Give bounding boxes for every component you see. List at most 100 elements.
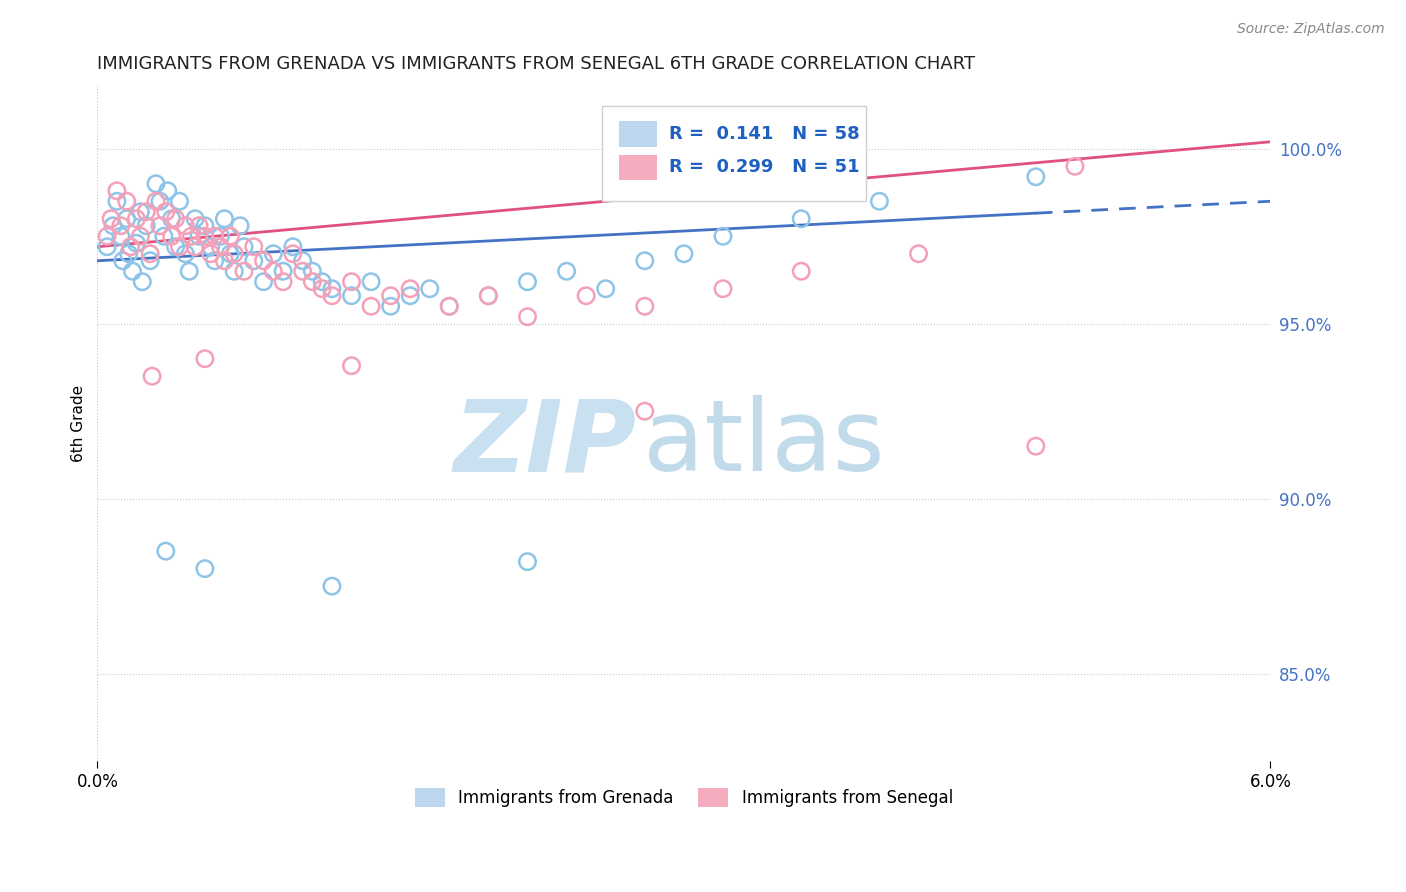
Point xyxy=(194,229,217,244)
Point xyxy=(1025,439,1047,453)
Point xyxy=(129,204,152,219)
Point xyxy=(321,282,343,296)
Point xyxy=(194,561,217,575)
Point xyxy=(711,282,734,296)
Point xyxy=(711,229,734,244)
Point xyxy=(160,229,183,244)
FancyBboxPatch shape xyxy=(602,106,866,201)
Point xyxy=(224,264,246,278)
Point xyxy=(516,555,538,569)
Point xyxy=(214,211,236,226)
Point xyxy=(110,229,132,244)
Text: R =  0.299   N = 51: R = 0.299 N = 51 xyxy=(669,158,859,176)
Point xyxy=(868,194,890,209)
Point xyxy=(188,219,211,233)
Point xyxy=(204,253,226,268)
Point xyxy=(224,246,246,260)
Point xyxy=(115,211,138,226)
Point xyxy=(281,246,304,260)
Point xyxy=(340,275,363,289)
Point xyxy=(145,194,167,209)
Text: R =  0.141   N = 58: R = 0.141 N = 58 xyxy=(669,125,859,143)
Point xyxy=(271,275,294,289)
Point xyxy=(360,275,382,289)
Point xyxy=(194,351,217,366)
Point xyxy=(153,229,176,244)
Point xyxy=(96,240,118,254)
Point xyxy=(174,219,197,233)
FancyBboxPatch shape xyxy=(620,121,657,146)
Point xyxy=(262,264,284,278)
Point xyxy=(291,253,314,268)
Point xyxy=(252,253,274,268)
Point xyxy=(380,299,402,313)
Point xyxy=(100,211,122,226)
Point xyxy=(169,194,191,209)
Point xyxy=(200,246,222,260)
Point xyxy=(155,204,177,219)
Point xyxy=(790,264,813,278)
Point xyxy=(634,253,657,268)
Point xyxy=(204,229,226,244)
Point xyxy=(477,289,499,303)
FancyBboxPatch shape xyxy=(620,154,657,180)
Point xyxy=(634,404,657,418)
Point xyxy=(439,299,461,313)
Point xyxy=(160,211,183,226)
Point xyxy=(321,579,343,593)
Point xyxy=(188,229,211,244)
Point xyxy=(149,194,172,209)
Point xyxy=(135,204,157,219)
Point xyxy=(516,275,538,289)
Point xyxy=(790,211,813,226)
Point xyxy=(1025,169,1047,184)
Point xyxy=(110,219,132,233)
Point xyxy=(111,253,134,268)
Point xyxy=(229,219,252,233)
Point xyxy=(105,184,128,198)
Text: ZIP: ZIP xyxy=(454,395,637,492)
Y-axis label: 6th Grade: 6th Grade xyxy=(72,384,86,462)
Point xyxy=(174,246,197,260)
Point xyxy=(399,282,422,296)
Point xyxy=(129,229,152,244)
Point xyxy=(360,299,382,313)
Point xyxy=(156,184,179,198)
Point xyxy=(672,246,695,260)
Point xyxy=(101,219,124,233)
Point xyxy=(105,194,128,209)
Point xyxy=(200,240,222,254)
Point xyxy=(242,240,264,254)
Point xyxy=(595,282,617,296)
Point xyxy=(115,194,138,209)
Point xyxy=(340,359,363,373)
Point xyxy=(96,229,118,244)
Point xyxy=(125,236,148,251)
Point xyxy=(321,289,343,303)
Point xyxy=(907,246,929,260)
Point xyxy=(145,177,167,191)
Point xyxy=(209,229,232,244)
Point xyxy=(149,219,172,233)
Point xyxy=(180,229,202,244)
Point xyxy=(179,264,201,278)
Point xyxy=(380,289,402,303)
Point xyxy=(139,253,162,268)
Point xyxy=(399,289,422,303)
Point xyxy=(169,240,191,254)
Point xyxy=(262,246,284,260)
Point xyxy=(242,253,264,268)
Point xyxy=(165,240,187,254)
Point xyxy=(634,299,657,313)
Point xyxy=(141,369,163,384)
Point xyxy=(165,211,187,226)
Point xyxy=(233,264,256,278)
Point xyxy=(477,289,499,303)
Point xyxy=(155,544,177,558)
Text: atlas: atlas xyxy=(643,395,884,492)
Point xyxy=(311,282,333,296)
Point xyxy=(340,289,363,303)
Point xyxy=(311,275,333,289)
Point xyxy=(117,246,139,260)
Text: IMMIGRANTS FROM GRENADA VS IMMIGRANTS FROM SENEGAL 6TH GRADE CORRELATION CHART: IMMIGRANTS FROM GRENADA VS IMMIGRANTS FR… xyxy=(97,55,976,73)
